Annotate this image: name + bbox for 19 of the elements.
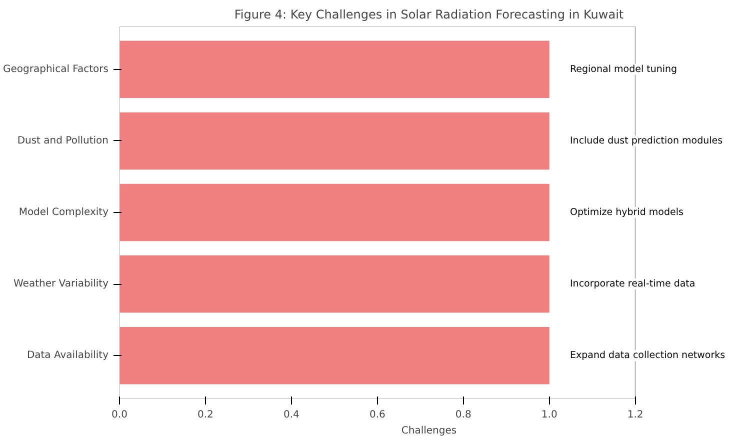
- x-axis-title: Challenges: [401, 426, 457, 436]
- y-tick-label: Weather Variability: [13, 278, 109, 290]
- annotation: Incorporate real-time data: [570, 278, 696, 290]
- annotation: Expand data collection networks: [570, 350, 726, 362]
- annotation: Optimize hybrid models: [570, 207, 684, 218]
- x-tick-label: 1.0: [541, 410, 558, 420]
- annotation: Regional model tuning: [570, 64, 678, 75]
- annotation: Include dust prediction modules: [570, 135, 723, 146]
- x-tick-label: 0.2: [198, 410, 214, 420]
- chart-title: Figure 4: Key Challenges in Solar Radiation Forecasting in Kuwait: [234, 8, 624, 22]
- y-tick-label: Data Availability: [26, 350, 109, 362]
- y-tick-label: Dust and Pollution: [17, 135, 109, 146]
- x-tick-label: 0.8: [455, 410, 472, 420]
- x-tick-label: 0.4: [283, 410, 300, 420]
- x-tick-label: 0.0: [112, 410, 128, 420]
- y-tick-label: Model Complexity: [18, 207, 109, 218]
- x-tick-label: 0.6: [369, 410, 386, 420]
- y-tick-label: Geographical Factors: [3, 64, 109, 75]
- x-tick-label: 1.2: [627, 410, 644, 420]
